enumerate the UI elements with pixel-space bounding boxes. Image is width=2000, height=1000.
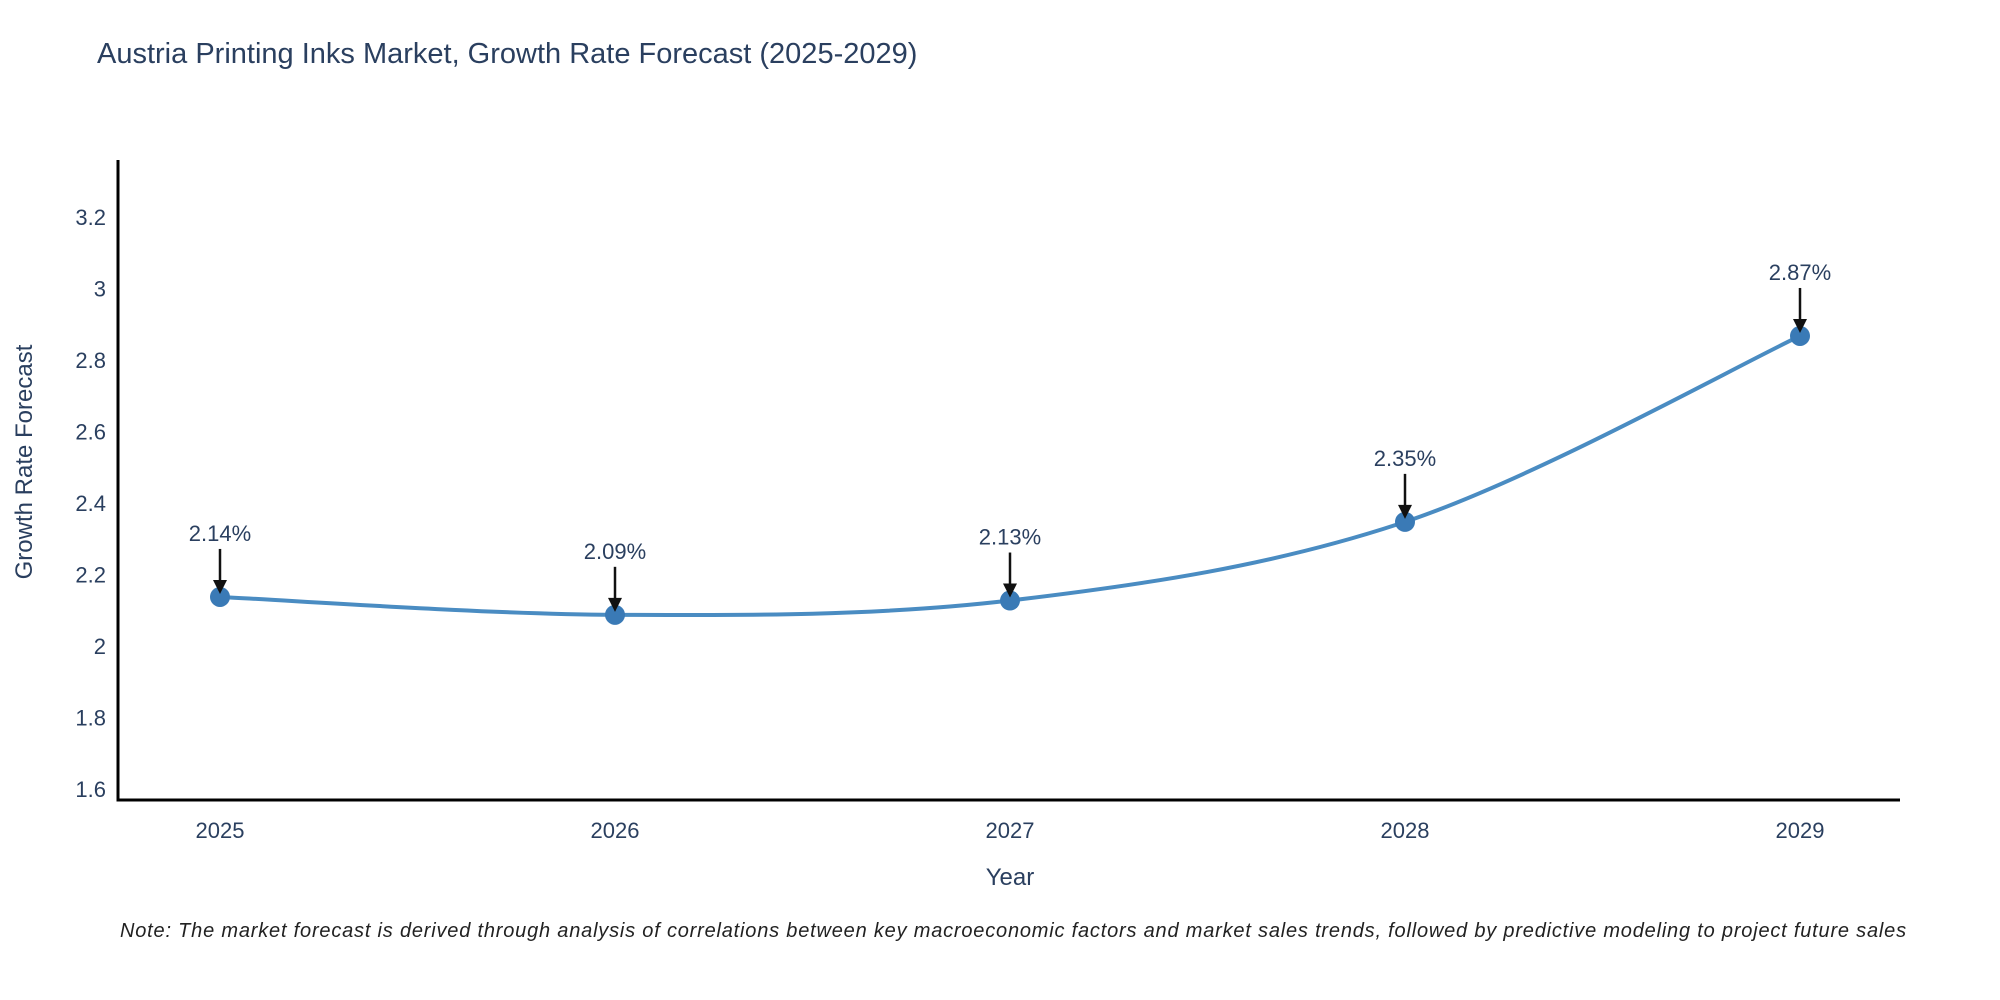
x-tick-label: 2029 (1776, 818, 1825, 843)
y-tick-label: 2.8 (75, 348, 106, 373)
data-point-marker (605, 604, 625, 625)
y-tick-label: 2 (94, 634, 106, 659)
y-tick-label: 3.2 (75, 205, 106, 230)
annotation-arrow-head (1793, 318, 1807, 333)
y-tick-label: 3 (94, 277, 106, 302)
x-tick-label: 2027 (986, 818, 1035, 843)
x-tick-label: 2028 (1381, 818, 1430, 843)
data-point-marker (210, 586, 230, 607)
y-tick-label: 1.6 (75, 777, 106, 802)
y-tick-label: 2.4 (75, 491, 106, 516)
annotation-arrow-head (1398, 504, 1412, 519)
data-label: 2.09% (584, 539, 646, 564)
footnote: Note: The market forecast is derived thr… (120, 920, 1907, 942)
data-label: 2.14% (189, 521, 251, 546)
chart-title: Austria Printing Inks Market, Growth Rat… (97, 38, 918, 70)
axis-spines (116, 160, 1900, 802)
x-axis-title: Year (985, 864, 1035, 891)
data-label: 2.13% (979, 525, 1041, 550)
annotation-arrow-head (213, 579, 227, 594)
y-tick-label: 1.8 (75, 706, 106, 731)
data-label: 2.87% (1769, 260, 1831, 285)
data-point-marker (1000, 590, 1020, 611)
y-tick-label: 2.2 (75, 563, 106, 588)
data-point-marker (1395, 511, 1415, 532)
annotation-arrow-head (608, 597, 622, 612)
annotation-arrow-head (1003, 583, 1017, 598)
x-tick-label: 2026 (591, 818, 640, 843)
data-label: 2.35% (1374, 446, 1436, 471)
data-point-marker (1790, 325, 1810, 346)
y-tick-label: 2.6 (75, 420, 106, 445)
x-tick-label: 2025 (196, 818, 245, 843)
